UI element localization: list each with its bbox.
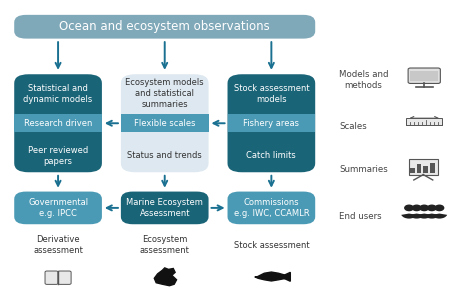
FancyBboxPatch shape: [121, 192, 209, 224]
Wedge shape: [417, 214, 432, 219]
Text: Commissions
e.g. IWC, CCAMLR: Commissions e.g. IWC, CCAMLR: [234, 198, 309, 218]
Bar: [407, 118, 442, 125]
Bar: [121, 114, 209, 132]
Text: Derivative
assessment: Derivative assessment: [33, 235, 83, 255]
FancyBboxPatch shape: [228, 74, 315, 172]
FancyBboxPatch shape: [14, 192, 102, 224]
Text: Ecosystem
assessment: Ecosystem assessment: [140, 235, 190, 255]
FancyBboxPatch shape: [14, 15, 315, 39]
Polygon shape: [283, 272, 290, 281]
Text: Stock assessment
models: Stock assessment models: [234, 83, 309, 104]
Text: Statistical and
dynamic models: Statistical and dynamic models: [23, 83, 93, 104]
Text: Models and
methods: Models and methods: [339, 70, 388, 90]
FancyBboxPatch shape: [228, 192, 315, 224]
Circle shape: [412, 205, 421, 211]
Circle shape: [428, 205, 436, 211]
Text: Governmental
e.g. IPCC: Governmental e.g. IPCC: [28, 198, 88, 218]
Bar: [409, 159, 438, 175]
Text: Marine Ecosystem
Assessment: Marine Ecosystem Assessment: [126, 198, 203, 218]
Text: Stock assessment: Stock assessment: [234, 241, 309, 249]
Bar: [14, 114, 102, 132]
Text: Scales: Scales: [339, 122, 367, 131]
Bar: [423, 166, 428, 173]
Wedge shape: [432, 214, 447, 219]
Circle shape: [405, 205, 413, 211]
Text: Ecosystem models
and statistical
summaries: Ecosystem models and statistical summari…: [126, 78, 204, 109]
Text: End users: End users: [339, 212, 382, 221]
Bar: [410, 168, 415, 173]
FancyBboxPatch shape: [58, 271, 71, 285]
Bar: [417, 164, 421, 173]
Circle shape: [435, 205, 444, 211]
FancyBboxPatch shape: [45, 271, 58, 285]
Wedge shape: [409, 214, 424, 219]
Text: Ocean and ecosystem observations: Ocean and ecosystem observations: [59, 20, 270, 33]
FancyBboxPatch shape: [408, 68, 440, 83]
Wedge shape: [424, 214, 439, 219]
Bar: [410, 71, 438, 81]
Text: Catch limits: Catch limits: [246, 151, 296, 160]
Text: Fishery areas: Fishery areas: [243, 119, 300, 128]
Text: Flexible scales: Flexible scales: [134, 119, 195, 128]
FancyBboxPatch shape: [121, 74, 209, 172]
Text: Peer reviewed
papers: Peer reviewed papers: [28, 146, 88, 166]
Text: Research driven: Research driven: [24, 119, 92, 128]
FancyBboxPatch shape: [14, 74, 102, 172]
Bar: [430, 163, 435, 173]
Polygon shape: [255, 272, 286, 281]
Polygon shape: [154, 268, 176, 286]
Text: Status and trends: Status and trends: [128, 151, 202, 160]
Wedge shape: [401, 214, 417, 219]
Bar: [228, 114, 315, 132]
Circle shape: [420, 205, 428, 211]
Text: Summaries: Summaries: [339, 165, 388, 174]
